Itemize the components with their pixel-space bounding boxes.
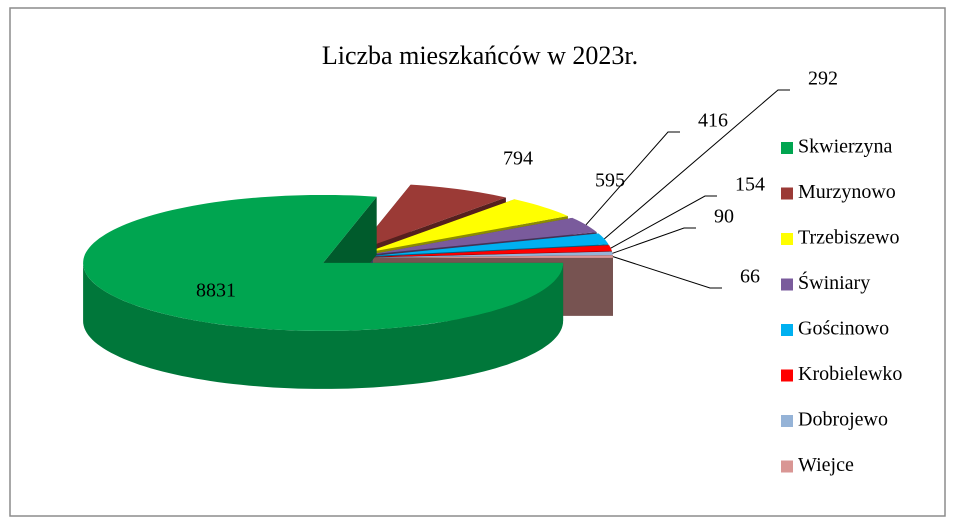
legend-swatch bbox=[781, 460, 793, 473]
legend-swatch bbox=[781, 324, 793, 336]
legend-swatch bbox=[781, 278, 793, 291]
legend-label: Wiejce bbox=[798, 454, 854, 476]
slice-side bbox=[83, 262, 564, 389]
legend-swatch bbox=[781, 187, 793, 200]
data-label: 66 bbox=[740, 266, 760, 288]
legend-swatch bbox=[781, 369, 793, 382]
leader-line bbox=[604, 89, 790, 240]
legend-label: Świniary bbox=[798, 270, 870, 294]
data-label: 292 bbox=[808, 68, 838, 90]
slice bbox=[370, 217, 597, 255]
slice bbox=[365, 199, 568, 253]
slice bbox=[373, 255, 613, 258]
slice-group bbox=[83, 195, 564, 389]
data-label: 90 bbox=[714, 206, 734, 228]
slice bbox=[357, 184, 506, 251]
legend-swatch bbox=[781, 415, 793, 427]
data-label: 416 bbox=[698, 110, 728, 132]
data-label: 595 bbox=[595, 170, 625, 192]
legend-label: Trzebiszewo bbox=[798, 227, 899, 249]
legend-label: Gościnowo bbox=[798, 318, 889, 340]
data-label: 154 bbox=[735, 174, 765, 196]
legend-swatch bbox=[781, 142, 793, 154]
leader-line bbox=[612, 256, 722, 289]
slice bbox=[372, 233, 609, 256]
leader-line bbox=[585, 131, 680, 226]
legend-label: Murzynowo bbox=[798, 181, 896, 203]
slice bbox=[83, 195, 564, 331]
slice bbox=[372, 245, 612, 257]
legend-label: Skwierzyna bbox=[798, 136, 893, 158]
chart-title: Liczba mieszkańców w 2023r. bbox=[322, 41, 638, 70]
leader-line bbox=[612, 227, 696, 254]
legend-label: Krobielewko bbox=[798, 363, 902, 385]
data-label: 8831 bbox=[196, 280, 236, 302]
slice bbox=[372, 251, 613, 258]
legend-label: Dobrojewo bbox=[798, 409, 888, 431]
legend-swatch bbox=[781, 233, 793, 245]
data-label: 794 bbox=[503, 148, 533, 170]
leader-line bbox=[610, 195, 717, 249]
